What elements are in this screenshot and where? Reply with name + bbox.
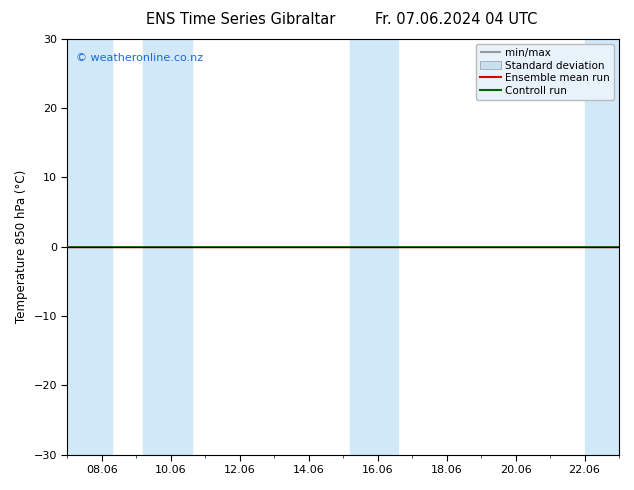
- Bar: [67, 39, 112, 455]
- Text: © weatheronline.co.nz: © weatheronline.co.nz: [75, 53, 203, 63]
- Legend: min/max, Standard deviation, Ensemble mean run, Controll run: min/max, Standard deviation, Ensemble me…: [476, 44, 614, 100]
- Bar: [350, 39, 398, 455]
- Bar: [143, 39, 191, 455]
- Text: ENS Time Series Gibraltar: ENS Time Series Gibraltar: [146, 12, 335, 27]
- Y-axis label: Temperature 850 hPa (°C): Temperature 850 hPa (°C): [15, 170, 28, 323]
- Bar: [585, 39, 619, 455]
- Text: Fr. 07.06.2024 04 UTC: Fr. 07.06.2024 04 UTC: [375, 12, 538, 27]
